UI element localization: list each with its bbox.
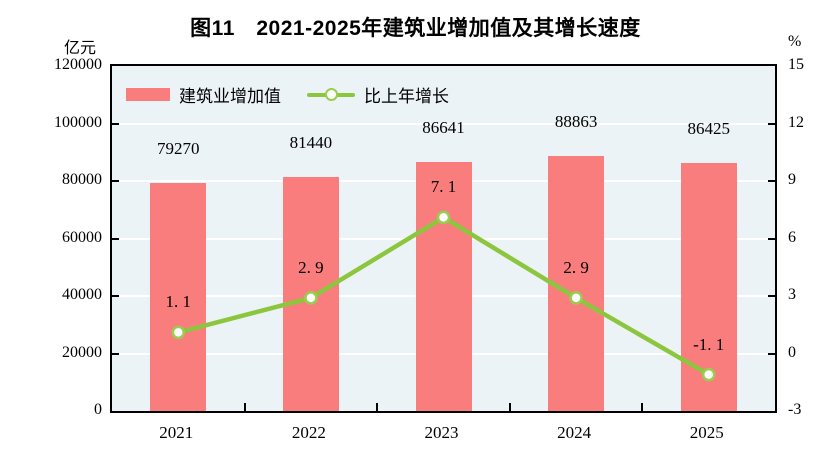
growth-line-layer (171, 210, 716, 382)
left-tick-label-40000: 40000 (62, 286, 102, 303)
left-axis-unit: 亿元 (63, 40, 96, 57)
right-tick-label-9: 9 (788, 171, 796, 188)
bar-value-label: 86425 (687, 118, 730, 138)
line-sample-marker-icon (324, 88, 338, 101)
x-axis-tick (641, 403, 644, 411)
chart-title: 图11 2021-2025年建筑业增加值及其增长速度 (190, 17, 641, 40)
plot-inner: 建筑业增加值 比上年增长 79270 81440 86641 88863 86425 1.… (112, 66, 775, 411)
right-tick-label--3: -3 (788, 401, 802, 418)
bar-2024 (548, 155, 605, 411)
data-point-marker (304, 291, 318, 305)
right-tick-label-0: 0 (788, 343, 796, 361)
x-axis-tick-labels: 2021 2022 2023 2024 2025 (110, 421, 777, 449)
right-axis-tick (768, 180, 775, 182)
x-axis-tick (508, 403, 511, 411)
left-tick-label-120000: 120000 (54, 56, 102, 73)
x-axis-tick (376, 403, 379, 411)
left-axis-tick (112, 180, 119, 182)
bar-2023 (415, 161, 472, 411)
x-tick-label-2024: 2024 (557, 423, 592, 442)
x-tick-label-2025: 2025 (689, 423, 724, 442)
line-value-label: 7. 1 (430, 177, 457, 197)
left-axis-tick (112, 122, 119, 125)
bar-series-swatch (126, 88, 170, 101)
right-axis-tick (768, 352, 775, 355)
line-value-label: 2. 9 (563, 257, 589, 277)
data-point-marker (171, 325, 186, 340)
right-tick-label-6: 6 (788, 228, 796, 246)
line-value-label: 1. 1 (165, 292, 192, 312)
left-tick-label-80000: 80000 (62, 171, 102, 188)
left-axis-tick (112, 295, 119, 297)
left-tick-label-0: 0 (94, 401, 102, 418)
line-series-label: 比上年增长 (364, 87, 449, 106)
right-axis-tick-labels: -3 0 3 6 9 12 15 (783, 56, 831, 418)
right-tick-label-15: 15 (788, 56, 804, 73)
bar-value-label: 81440 (289, 132, 333, 152)
data-point-marker (436, 210, 451, 225)
bar-series-label: 建筑业增加值 (179, 87, 281, 106)
line-value-label: -1. 1 (693, 334, 725, 354)
left-tick-label-20000: 20000 (62, 343, 102, 361)
bar-value-label: 88863 (554, 111, 598, 131)
bar-value-label: 79270 (157, 139, 200, 159)
x-axis-tick (243, 403, 246, 411)
legend: 建筑业增加值 比上年增长 (126, 82, 449, 107)
right-axis-tick (768, 295, 775, 297)
bar-2021 (150, 183, 207, 411)
data-point-marker (701, 367, 716, 382)
x-tick-label-2023: 2023 (424, 423, 459, 442)
line-series-swatch (307, 87, 355, 102)
data-point-marker (569, 291, 583, 305)
right-axis-tick (768, 122, 775, 125)
x-tick-label-2022: 2022 (291, 423, 326, 442)
right-axis-unit: % (788, 33, 802, 50)
left-axis-tick (112, 352, 119, 355)
right-axis-tick (768, 237, 775, 240)
x-tick-label-2021: 2021 (159, 423, 194, 442)
left-axis-tick-labels: 0 20000 40000 60000 80000 100000 120000 (0, 56, 102, 418)
line-value-label: 2. 9 (298, 257, 324, 277)
right-tick-label-12: 12 (788, 113, 804, 131)
left-tick-label-60000: 60000 (62, 228, 102, 246)
growth-line (176, 215, 711, 377)
plot-area: 建筑业增加值 比上年增长 79270 81440 86641 88863 86425 1.… (110, 64, 777, 413)
bar-value-label: 86641 (422, 117, 465, 137)
right-tick-label-3: 3 (788, 286, 796, 303)
gridline (112, 122, 775, 125)
left-tick-label-100000: 100000 (54, 113, 102, 131)
left-axis-tick (112, 237, 119, 240)
